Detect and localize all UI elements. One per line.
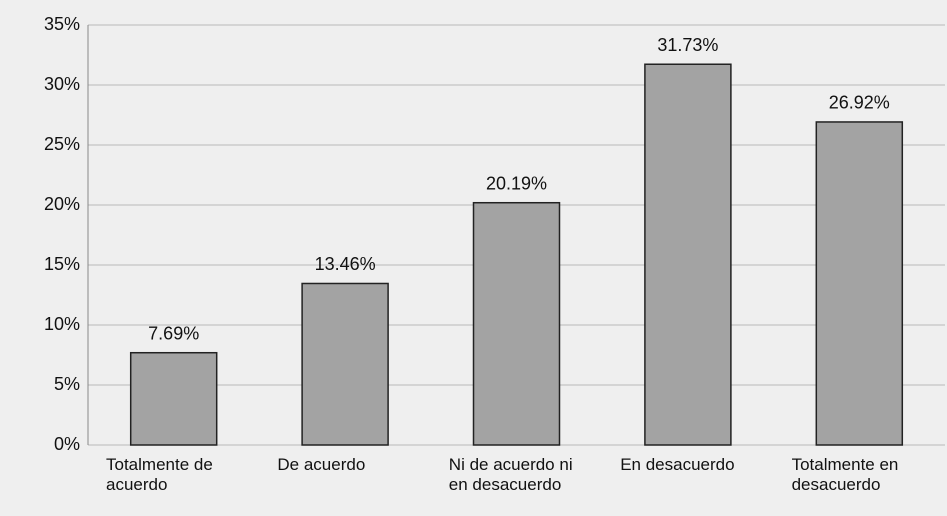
value-label: 13.46% bbox=[315, 254, 376, 274]
x-tick-label: De acuerdo bbox=[277, 455, 366, 474]
x-tick-label: En desacuerdo bbox=[620, 455, 735, 474]
y-tick-label: 35% bbox=[44, 14, 80, 34]
y-tick-label: 30% bbox=[44, 74, 80, 94]
value-label: 26.92% bbox=[829, 93, 890, 113]
bar bbox=[301, 282, 389, 446]
y-tick-label: 0% bbox=[54, 434, 80, 454]
y-tick-label: 20% bbox=[44, 194, 80, 214]
x-tick-label: Totalmente en desacuerdo bbox=[791, 455, 899, 494]
y-tick-label: 15% bbox=[44, 254, 80, 274]
value-label: 31.73% bbox=[657, 35, 718, 55]
value-label: 20.19% bbox=[486, 173, 547, 193]
x-tick-label: Ni de acuerdo ni en desacuerdo bbox=[448, 455, 573, 494]
y-tick-label: 10% bbox=[44, 314, 80, 334]
bar bbox=[129, 351, 218, 446]
bar bbox=[472, 201, 561, 446]
y-tick-label: 5% bbox=[54, 374, 80, 394]
bar bbox=[644, 63, 732, 446]
value-label: 7.69% bbox=[148, 323, 199, 343]
y-tick-label: 25% bbox=[44, 134, 80, 154]
bar bbox=[815, 121, 904, 446]
x-tick-label: Totalmente de acuerdo bbox=[106, 455, 213, 494]
